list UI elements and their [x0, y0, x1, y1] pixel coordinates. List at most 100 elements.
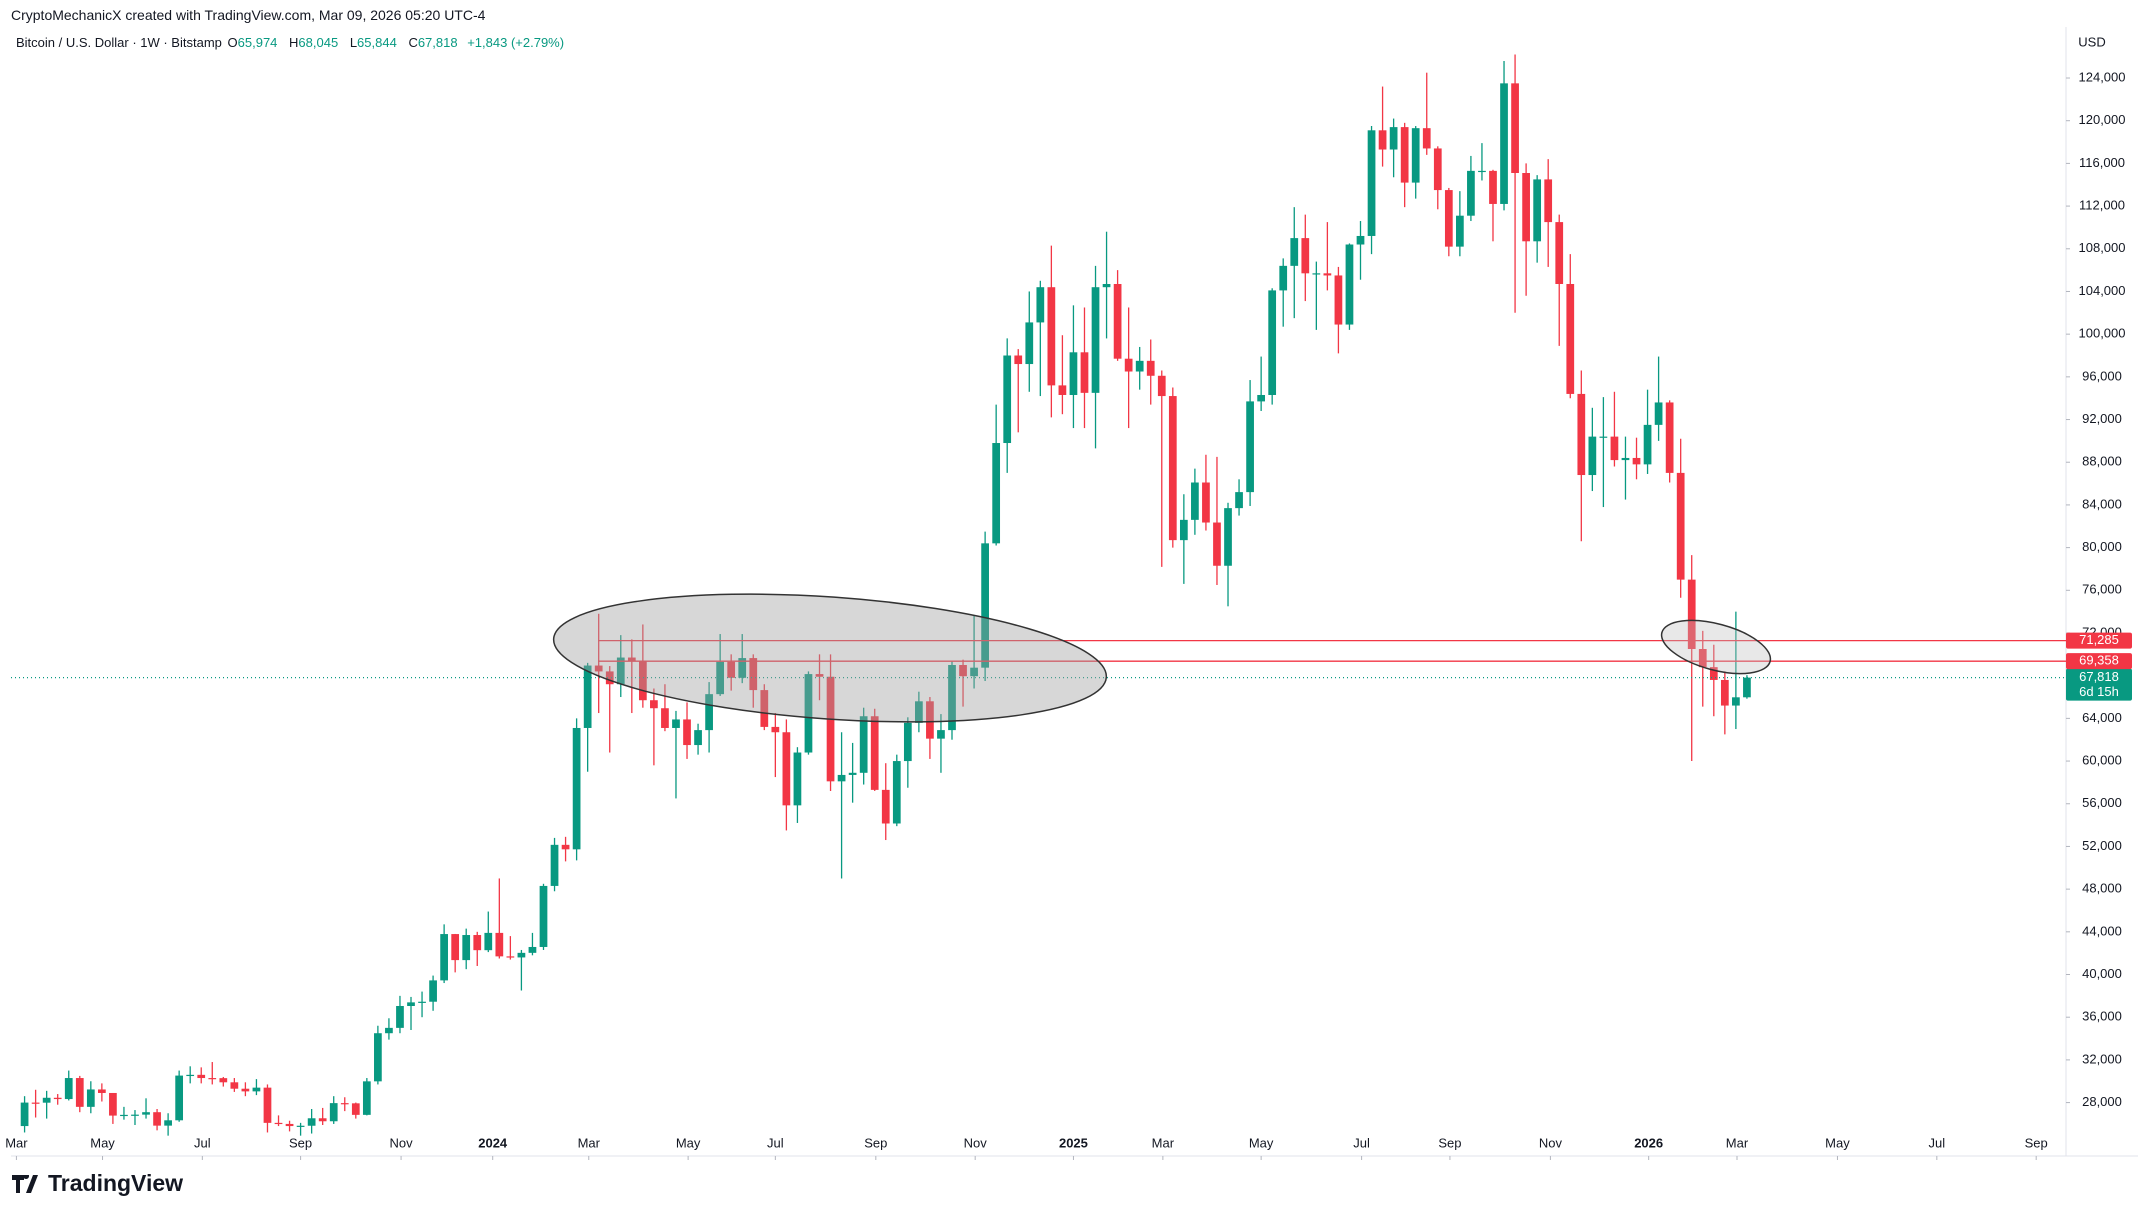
candle-body — [528, 946, 537, 953]
y-tick-label: 96,000 — [2082, 368, 2122, 383]
candle-body — [1025, 322, 1034, 365]
candle-body — [374, 1033, 382, 1082]
candle-body — [1334, 275, 1343, 325]
y-tick-label: 32,000 — [2082, 1051, 2122, 1066]
x-tick-label: 2024 — [478, 1135, 508, 1150]
candle-body — [1709, 667, 1718, 680]
candle-body — [362, 1081, 371, 1115]
candle-body — [716, 661, 725, 695]
x-tick-label: Mar — [1152, 1135, 1175, 1150]
price-label-box — [2066, 632, 2132, 649]
x-tick-label: Jul — [1929, 1135, 1946, 1150]
candle-body — [815, 674, 824, 677]
candle-body — [473, 935, 482, 951]
y-tick-label: 112,000 — [2079, 198, 2125, 213]
candle-body — [98, 1089, 106, 1093]
candle-body — [1323, 273, 1332, 276]
candle-body — [583, 665, 592, 728]
candle-body — [1080, 352, 1089, 393]
candle-body — [64, 1078, 73, 1100]
candle-body — [1257, 394, 1265, 402]
y-tick-label: 92,000 — [2082, 411, 2122, 426]
x-tick-label: Nov — [390, 1135, 414, 1150]
candle-body — [351, 1103, 360, 1115]
candle-body — [870, 716, 879, 790]
candle-body — [175, 1075, 184, 1121]
legend-value: 65,844 — [357, 35, 397, 50]
candle-body — [1400, 127, 1409, 183]
x-tick-label: Nov — [964, 1135, 988, 1150]
y-tick-label: 64,000 — [2082, 710, 2122, 725]
candle-body — [672, 719, 680, 728]
candle-body — [1654, 402, 1663, 425]
candle-body — [462, 935, 471, 961]
candle-body — [705, 694, 713, 731]
candle-body — [572, 727, 581, 850]
candle-body — [981, 543, 989, 668]
candle-body — [484, 932, 493, 951]
candle-body — [1279, 265, 1288, 291]
candle-body — [1665, 402, 1674, 473]
candle-body — [263, 1087, 272, 1123]
price-lines — [11, 639, 2066, 679]
candle-body — [915, 701, 923, 723]
y-tick-label: 80,000 — [2082, 539, 2122, 554]
candle-body — [197, 1074, 206, 1079]
y-tick-label: 60,000 — [2082, 752, 2122, 767]
candle-body — [1577, 393, 1586, 476]
candle-body — [1588, 436, 1597, 476]
candle-body — [42, 1097, 51, 1103]
brand-name: TradingView — [48, 1170, 184, 1196]
header: CryptoMechanicX created with TradingView… — [11, 7, 486, 23]
candle-body — [892, 761, 901, 824]
candle-body — [186, 1074, 195, 1077]
legend-change: +1,843 (+2.79%) — [467, 35, 565, 50]
candle-body — [1687, 579, 1696, 649]
candle-body — [837, 774, 846, 782]
candle-body — [970, 667, 978, 677]
highlight-ellipse — [1660, 619, 1772, 675]
price-label-box — [2066, 653, 2132, 670]
candle-body — [539, 885, 548, 947]
candle-body — [959, 665, 967, 677]
candle-body — [219, 1078, 228, 1083]
candle-body — [1456, 215, 1464, 247]
candle-body — [1146, 360, 1155, 376]
candle-body — [859, 716, 868, 773]
candle-body — [75, 1078, 84, 1107]
y-tick-label: 104,000 — [2079, 283, 2126, 298]
candle-body — [1599, 436, 1608, 438]
candle-body — [1610, 436, 1619, 461]
candle-body — [760, 690, 769, 727]
legend-value: 67,818 — [417, 35, 458, 50]
candle-body — [1544, 179, 1553, 223]
candle-body — [1500, 83, 1508, 204]
candle-body — [1489, 170, 1497, 204]
candle-body — [1268, 290, 1277, 395]
candle-body — [1345, 244, 1354, 325]
candle-body — [495, 932, 504, 957]
candle-body — [1036, 287, 1045, 323]
candle-body — [1356, 235, 1365, 245]
brand: TradingView — [12, 1170, 183, 1197]
candle-body — [1732, 697, 1740, 706]
currency-label: USD — [2078, 34, 2105, 49]
candle-body — [153, 1112, 161, 1126]
x-tick-label: Mar — [1726, 1135, 1749, 1150]
candle-body — [329, 1103, 338, 1122]
candle-body — [396, 1005, 404, 1028]
candle-body — [53, 1097, 62, 1100]
y-tick-label: 48,000 — [2082, 881, 2122, 896]
y-tick-label: 88,000 — [2082, 454, 2122, 469]
candle-body — [616, 657, 625, 685]
candle-body — [1246, 401, 1254, 493]
candle-body — [1467, 170, 1475, 216]
legend-key: C — [408, 35, 418, 50]
y-tick-label: 84,000 — [2082, 496, 2122, 511]
x-tick-label: Sep — [2025, 1135, 2048, 1150]
candle-body — [120, 1114, 128, 1117]
legend-key: L — [349, 35, 358, 50]
y-tick-label: 52,000 — [2082, 838, 2122, 853]
y-tick-label: 116,000 — [2079, 155, 2125, 170]
